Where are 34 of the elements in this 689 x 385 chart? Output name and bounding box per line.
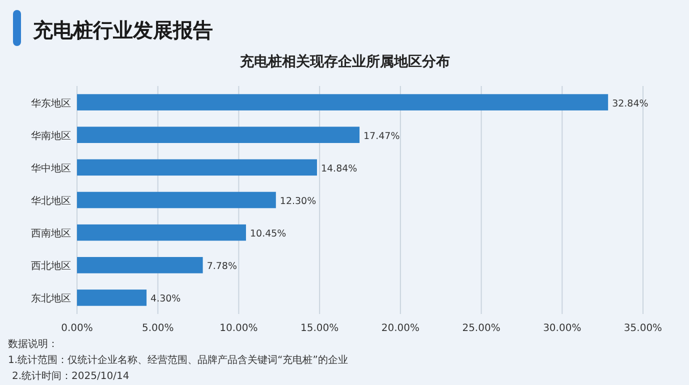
- data-label: 7.78%: [206, 261, 237, 272]
- x-tick-label: 25.00%: [462, 323, 500, 334]
- text: 数据说明：: [8, 338, 58, 350]
- bar: [77, 126, 360, 143]
- bar: [77, 94, 608, 110]
- bar: [77, 290, 147, 306]
- text: 1.统计范围：仅统计企业名称、经营范围、品牌产品含关键词“充电桩”的企业: [8, 354, 348, 366]
- y-tick-label: 华中地区: [31, 162, 71, 174]
- x-tick-label: 30.00%: [543, 323, 582, 334]
- data-label: 10.45%: [250, 228, 286, 240]
- data-label: 4.30%: [150, 294, 181, 305]
- bar: [77, 159, 317, 176]
- data-label: 32.84%: [612, 98, 648, 110]
- data-label: 17.47%: [364, 130, 400, 142]
- text: 2.统计时间：2025/10/14: [12, 370, 130, 382]
- chart-subtitle: 充电桩相关现存企业所属地区分布: [239, 53, 450, 70]
- x-tick-label: 20.00%: [381, 323, 420, 334]
- data-label: 12.30%: [280, 196, 316, 207]
- x-tick-label: 35.00%: [624, 323, 662, 334]
- y-tick-label: 东北地区: [31, 292, 71, 305]
- data-label: 14.84%: [320, 163, 358, 174]
- y-tick-label: 西南地区: [31, 228, 71, 240]
- x-tick-label: 5.00%: [142, 323, 174, 334]
- x-tick-label: 10.00%: [220, 323, 258, 334]
- bar: [77, 224, 246, 241]
- bar: [77, 192, 276, 208]
- y-tick-label: 华北地区: [31, 195, 71, 207]
- x-tick-label: 0.00%: [61, 323, 93, 334]
- chart-title: 充电桩行业发展报告: [32, 18, 213, 42]
- x-tick-label: 15.00%: [300, 323, 339, 334]
- y-tick-label: 华南地区: [31, 130, 71, 142]
- y-tick-label: 华东地区: [31, 97, 71, 110]
- bar: [77, 257, 203, 274]
- y-tick-label: 西北地区: [31, 260, 71, 272]
